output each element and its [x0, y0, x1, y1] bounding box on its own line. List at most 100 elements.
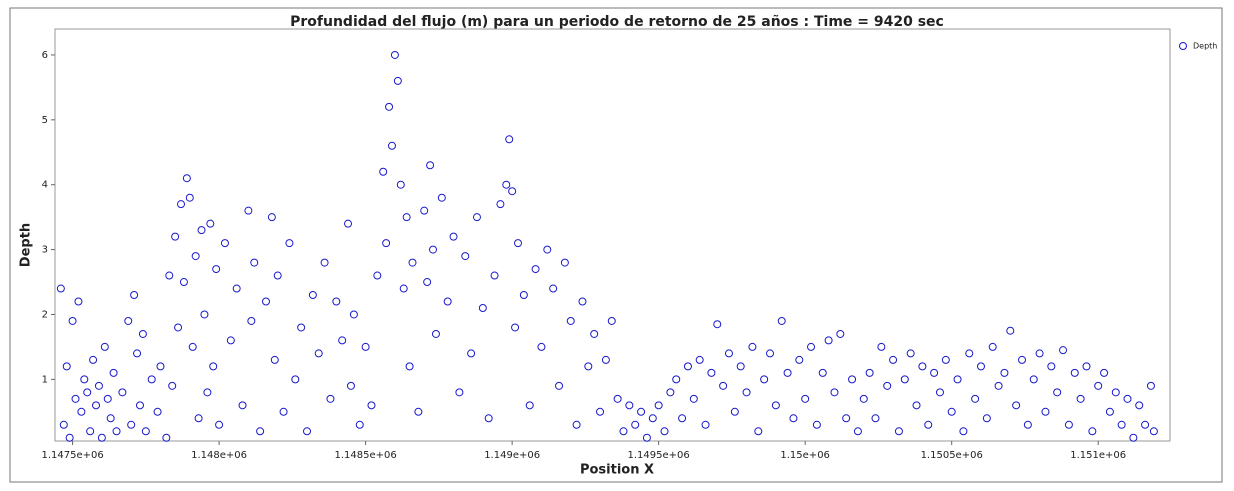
point — [338, 336, 347, 345]
point — [194, 414, 203, 423]
point — [1141, 420, 1150, 429]
point — [578, 297, 587, 306]
point — [97, 433, 106, 442]
point — [877, 342, 886, 351]
point — [1023, 420, 1032, 429]
point — [303, 427, 312, 436]
point — [947, 407, 956, 416]
point — [777, 316, 786, 325]
point — [1129, 433, 1138, 442]
point — [467, 349, 476, 358]
point — [103, 394, 112, 403]
point — [244, 206, 253, 215]
point — [912, 401, 921, 410]
point — [156, 362, 165, 371]
x-tick-label: 1.1475e+06 — [41, 450, 103, 461]
point — [742, 388, 751, 397]
point — [1105, 407, 1114, 416]
point — [701, 420, 710, 429]
point — [414, 407, 423, 416]
point — [976, 362, 985, 371]
point — [285, 239, 294, 248]
legend-label: Depth — [1193, 42, 1217, 51]
point — [390, 50, 399, 59]
point — [449, 232, 458, 241]
point — [683, 362, 692, 371]
point — [853, 427, 862, 436]
point — [1117, 420, 1126, 429]
point — [930, 368, 939, 377]
x-tick-label: 1.1485e+06 — [334, 450, 396, 461]
point — [100, 342, 109, 351]
point — [672, 375, 681, 384]
point — [443, 297, 452, 306]
point — [86, 427, 95, 436]
point — [112, 427, 121, 436]
point — [654, 401, 663, 410]
point — [402, 213, 411, 222]
point — [1059, 346, 1068, 355]
point — [760, 375, 769, 384]
point — [65, 433, 74, 442]
point — [355, 420, 364, 429]
point — [883, 381, 892, 390]
point — [174, 323, 183, 332]
point — [1006, 326, 1015, 335]
point — [801, 394, 810, 403]
point — [297, 323, 306, 332]
point — [713, 320, 722, 329]
point — [385, 102, 394, 111]
point — [426, 161, 435, 170]
point — [461, 252, 470, 261]
point — [344, 219, 353, 228]
point — [748, 342, 757, 351]
point — [1053, 388, 1062, 397]
point — [118, 388, 127, 397]
x-tick-label: 1.1505e+06 — [921, 450, 983, 461]
point — [393, 76, 402, 85]
point — [1000, 368, 1009, 377]
point — [423, 278, 432, 287]
point — [179, 278, 188, 287]
point — [1018, 355, 1027, 364]
point — [906, 349, 915, 358]
point — [566, 316, 575, 325]
point — [171, 232, 180, 241]
point — [695, 355, 704, 364]
point — [220, 239, 229, 248]
point — [153, 407, 162, 416]
point — [490, 271, 499, 280]
point — [1100, 368, 1109, 377]
point — [560, 258, 569, 267]
point — [941, 355, 950, 364]
point — [484, 414, 493, 423]
point — [396, 180, 405, 189]
point — [188, 342, 197, 351]
point — [71, 394, 80, 403]
point — [124, 316, 133, 325]
point — [807, 342, 816, 351]
point — [619, 427, 628, 436]
point — [719, 381, 728, 390]
point — [1123, 394, 1132, 403]
point — [399, 284, 408, 293]
x-tick-label: 1.151e+06 — [1070, 450, 1126, 461]
point — [924, 420, 933, 429]
point — [62, 362, 71, 371]
point — [379, 167, 388, 176]
point — [247, 316, 256, 325]
point — [141, 427, 150, 436]
point — [818, 368, 827, 377]
point — [197, 226, 206, 235]
point — [1149, 427, 1158, 436]
point — [74, 297, 83, 306]
point — [642, 433, 651, 442]
point — [279, 407, 288, 416]
y-tick-label: 1 — [42, 374, 48, 385]
point — [408, 258, 417, 267]
point — [1070, 368, 1079, 377]
point — [525, 401, 534, 410]
point — [1146, 381, 1155, 390]
point — [373, 271, 382, 280]
